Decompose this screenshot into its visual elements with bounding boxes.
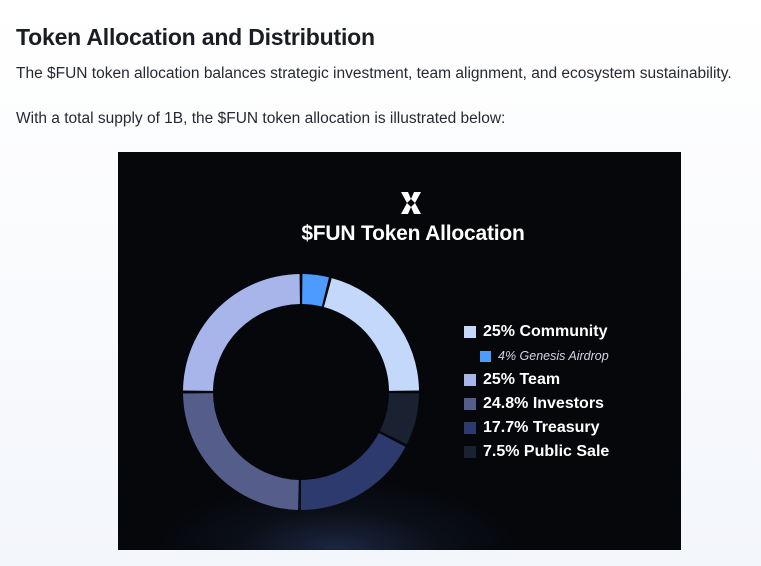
legend-label: 25% Team — [483, 371, 561, 388]
legend-item: 24.8% Investors — [464, 392, 609, 416]
legend-label: 24.8% Investors — [483, 395, 604, 412]
supply-paragraph: With a total supply of 1B, the $FUN toke… — [16, 110, 506, 127]
donut-slice-1 — [323, 278, 419, 391]
legend-label: 17.7% Treasury — [483, 419, 600, 436]
legend-label: 25% Community — [483, 323, 608, 340]
legend-item: 17.7% Treasury — [464, 416, 609, 440]
donut-slice-4 — [183, 393, 299, 510]
donut-slice-5 — [183, 274, 300, 391]
legend-item: 7.5% Public Sale — [464, 440, 609, 464]
legend-label: 4% Genesis Airdrop — [498, 349, 609, 363]
donut-chart — [183, 274, 419, 511]
legend-swatch — [464, 374, 476, 386]
legend-swatch — [464, 422, 476, 434]
fun-logo-icon — [401, 192, 421, 214]
legend-item: 25% Community — [464, 320, 609, 344]
donut-slice-0 — [302, 274, 329, 307]
legend-swatch — [464, 446, 476, 458]
legend-swatch — [480, 350, 491, 362]
legend-swatch — [464, 398, 476, 410]
donut-slice-3 — [300, 432, 406, 511]
legend-swatch — [464, 326, 476, 338]
legend-label: 7.5% Public Sale — [483, 443, 610, 460]
legend-item: 25% Team — [464, 368, 609, 392]
page-title: Token Allocation and Distribution — [16, 24, 375, 51]
chart-title: $FUN Token Allocation — [301, 222, 525, 245]
intro-paragraph: The $FUN token allocation balances strat… — [16, 65, 732, 82]
donut-slice-2 — [379, 393, 419, 445]
legend-item: 4% Genesis Airdrop — [464, 344, 609, 368]
allocation-chart-image: $FUN Token Allocation 25% Community 4% Ge… — [118, 152, 681, 550]
chart-legend: 25% Community 4% Genesis Airdrop 25% Team 2… — [464, 320, 609, 464]
